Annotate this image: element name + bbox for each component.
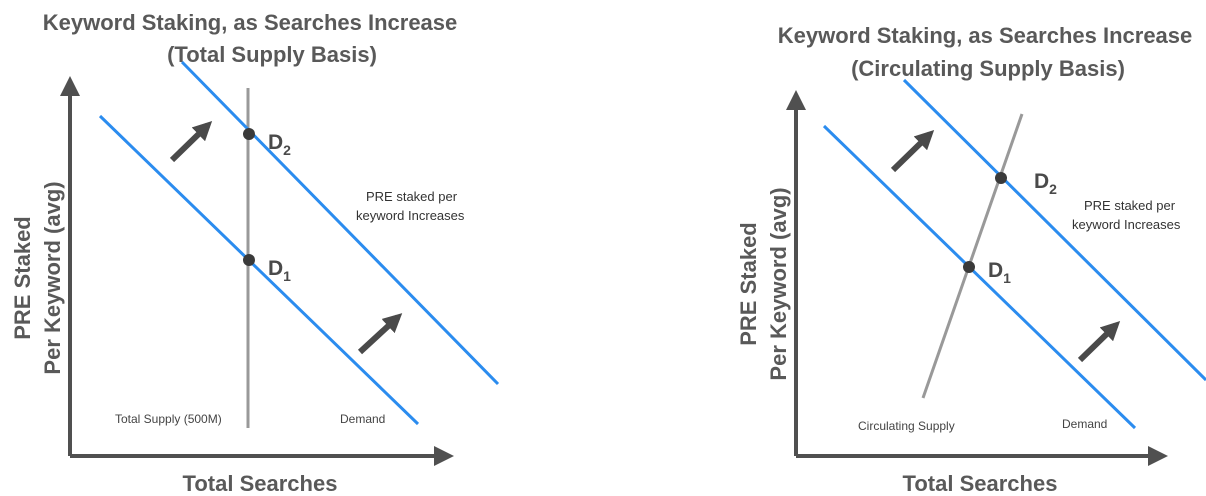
- panel-title-line1: Keyword Staking, as Searches Increase: [778, 23, 1193, 48]
- shift-arrow-upper: [169, 120, 213, 163]
- x-axis-label: Total Searches: [183, 471, 338, 496]
- demand-line-2: [902, 78, 1206, 382]
- label-d2: D2: [1034, 170, 1057, 197]
- shift-note-line2: keyword Increases: [1072, 217, 1181, 232]
- demand-label: Demand: [340, 412, 385, 426]
- panel-title-line2: (Total Supply Basis): [167, 42, 377, 67]
- label-d2: D2: [268, 131, 291, 158]
- shift-note-line1: PRE staked per: [366, 189, 458, 204]
- point-d1: [243, 254, 255, 266]
- panel-title-line1: Keyword Staking, as Searches Increase: [43, 10, 458, 35]
- point-d2: [995, 172, 1007, 184]
- demand-line-2: [180, 60, 500, 386]
- y-axis-label-line2: Per Keyword (avg): [40, 181, 65, 374]
- point-d2: [243, 128, 255, 140]
- y-axis-label-line2: Per Keyword (avg): [766, 187, 791, 380]
- panel-title-line2: (Circulating Supply Basis): [851, 56, 1125, 81]
- demand-line-1: [822, 124, 1137, 430]
- demand-line-1: [98, 114, 420, 426]
- shift-note-line2: keyword Increases: [356, 208, 465, 223]
- y-axis-label-line1: PRE Staked: [736, 222, 761, 346]
- point-d1: [963, 261, 975, 273]
- label-d1: D1: [988, 259, 1011, 286]
- panel-circulating-supply: Keyword Staking, as Searches Increase (C…: [736, 23, 1206, 496]
- demand-label: Demand: [1062, 417, 1107, 431]
- shift-arrow-lower: [357, 313, 403, 355]
- supply-label: Circulating Supply: [858, 419, 955, 433]
- shift-arrow-lower: [1077, 320, 1121, 363]
- supply-label: Total Supply (500M): [115, 412, 222, 426]
- x-axis-label: Total Searches: [903, 471, 1058, 496]
- panel-total-supply: Keyword Staking, as Searches Increase (T…: [10, 10, 500, 496]
- y-axis-label-line1: PRE Staked: [10, 216, 35, 340]
- shift-arrow-upper: [890, 129, 935, 173]
- label-d1: D1: [268, 257, 291, 284]
- shift-note-line1: PRE staked per: [1084, 198, 1176, 213]
- supply-line: [921, 113, 1024, 399]
